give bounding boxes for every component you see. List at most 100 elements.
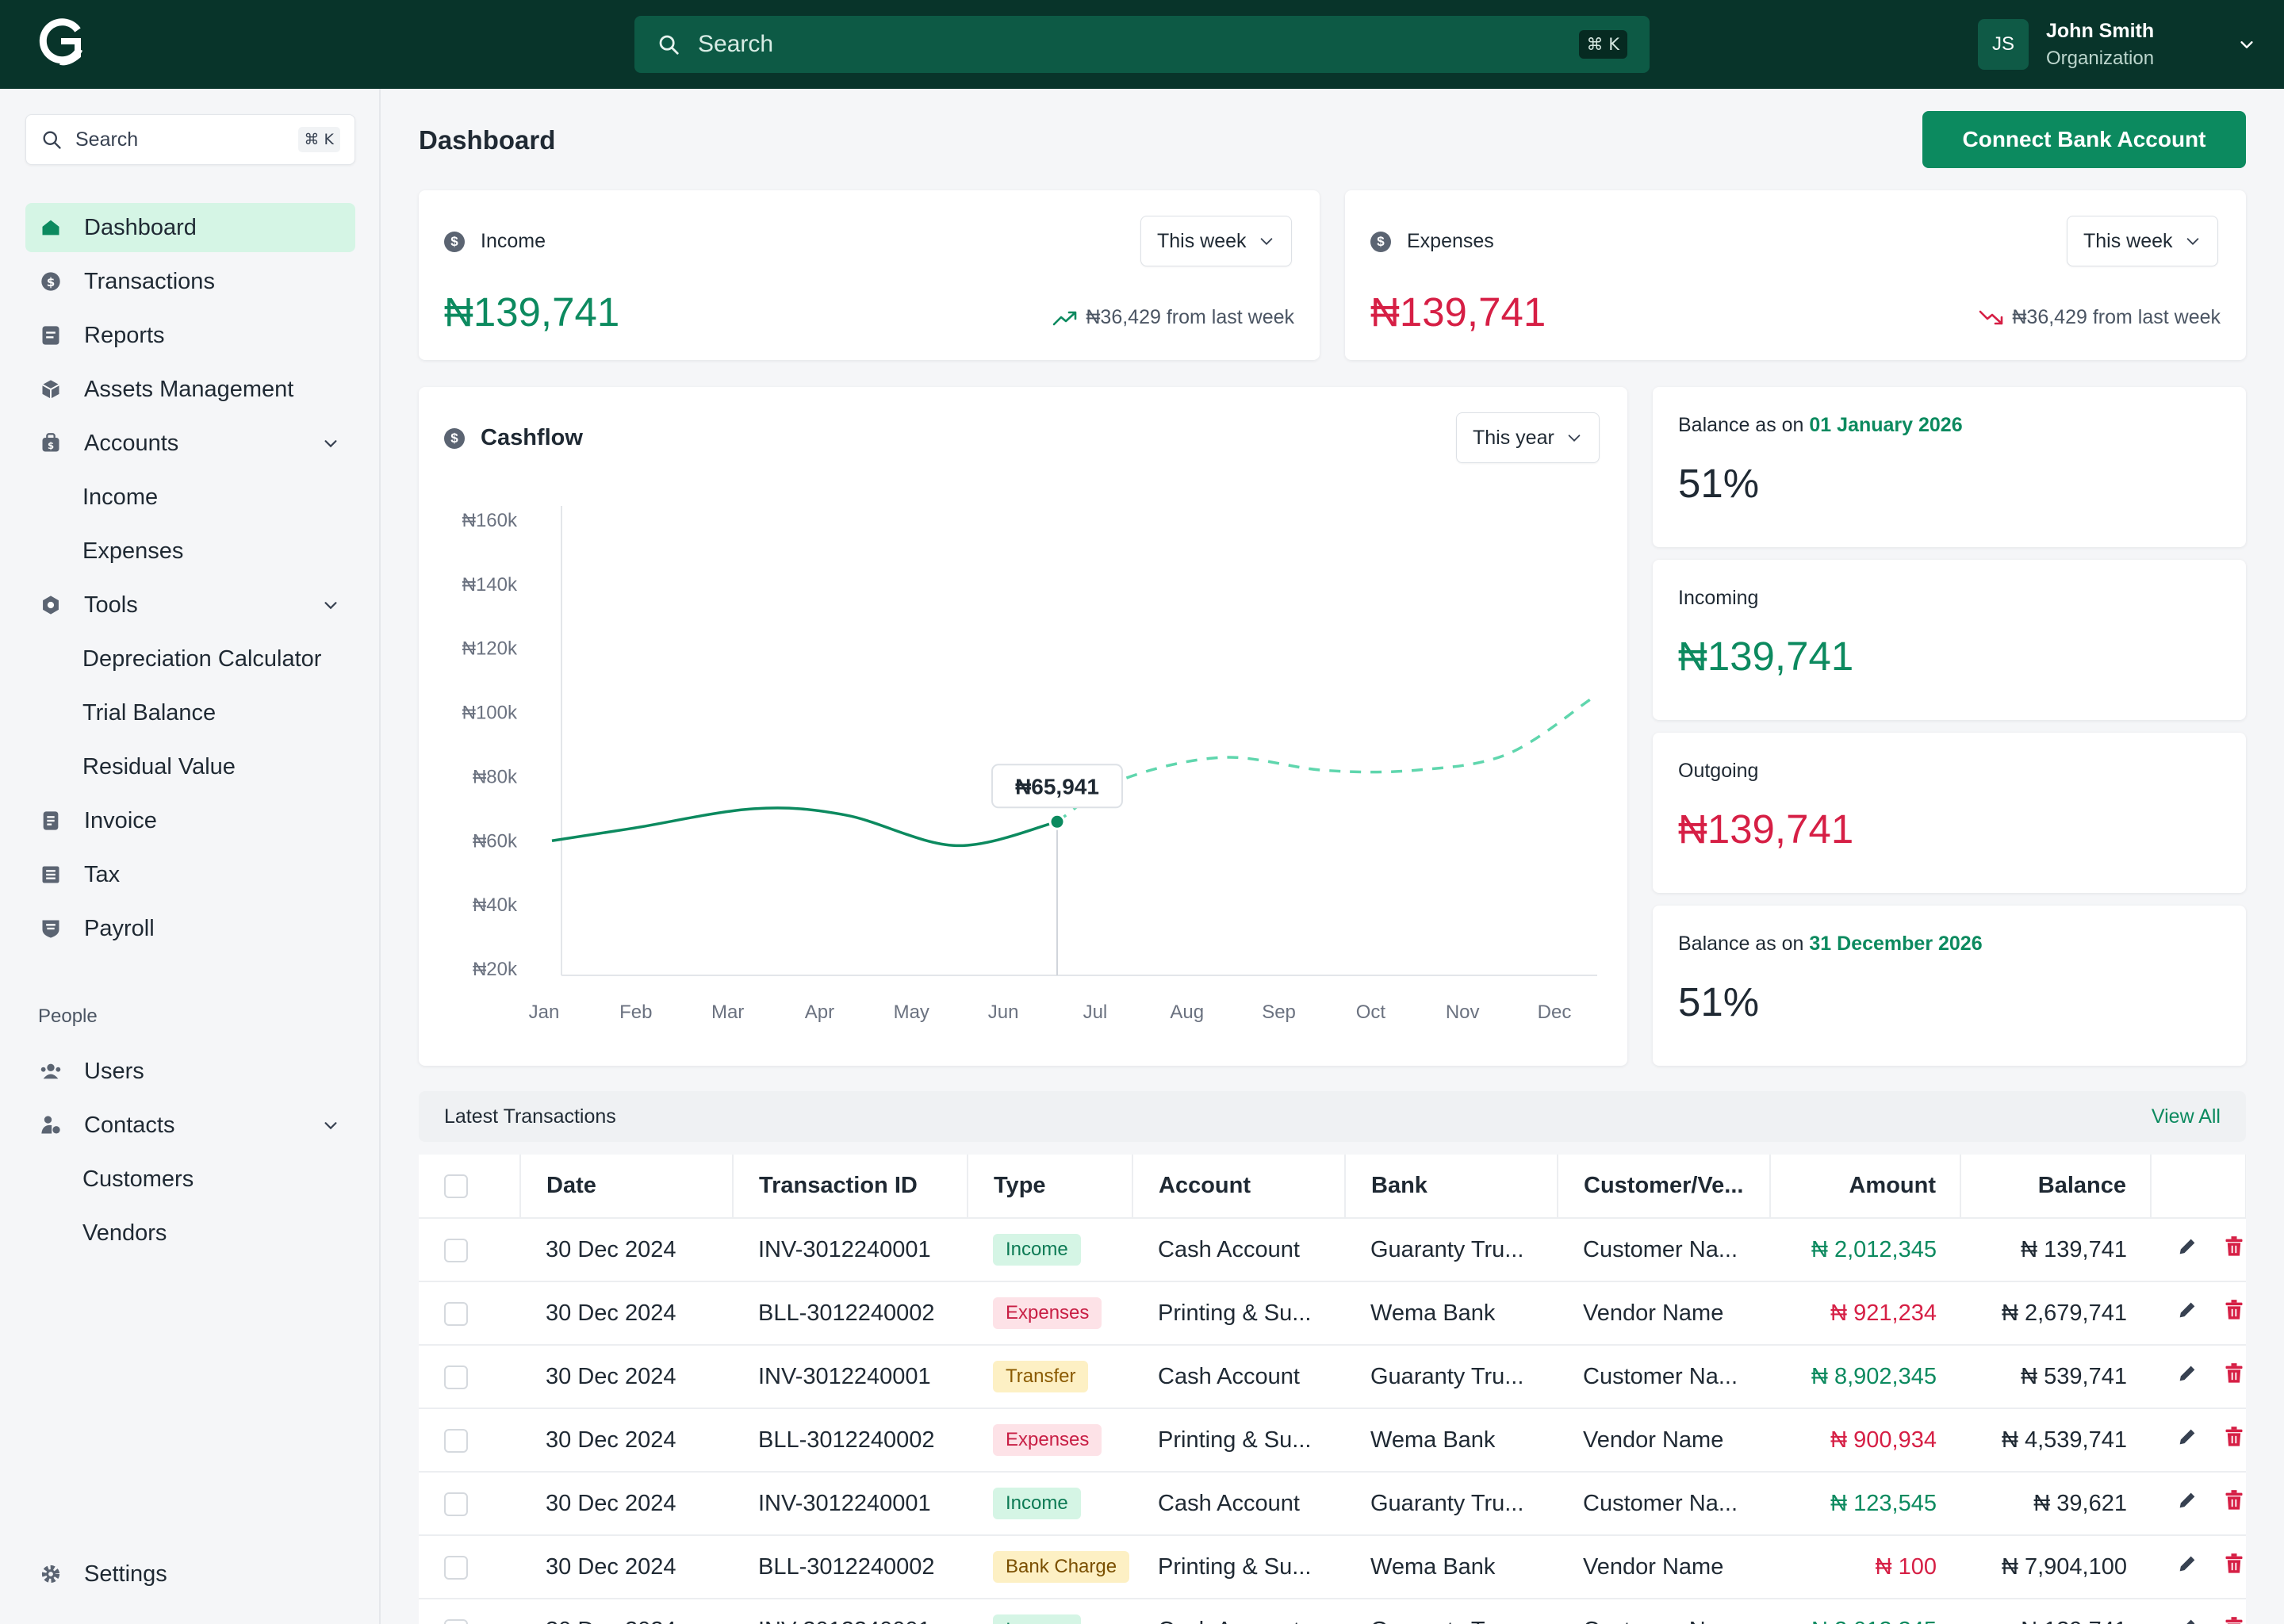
table-row[interactable]: 30 Dec 2024 BLL-3012240002 Expenses Printin… <box>419 1408 2246 1473</box>
top-bar: Search ⌘ K JS John Smith Organization <box>0 0 2284 89</box>
cell-bank: Guaranty Tru... <box>1345 1599 1558 1624</box>
home-icon <box>40 216 62 239</box>
sidebar-search-input[interactable]: Search ⌘ K <box>25 114 355 165</box>
connect-bank-account-button[interactable]: Connect Bank Account <box>1922 111 2246 168</box>
delete-trash-icon[interactable] <box>2224 1299 2244 1321</box>
y-tick-label: ₦100k <box>462 703 518 724</box>
select-all-checkbox[interactable] <box>444 1174 468 1199</box>
sidebar-item-reports[interactable]: Reports <box>25 311 355 360</box>
sidebar-item-contacts[interactable]: Contacts <box>25 1101 355 1150</box>
delete-trash-icon[interactable] <box>2224 1362 2244 1385</box>
closing-balance-value: 51% <box>1678 979 1760 1025</box>
table-row[interactable]: 30 Dec 2024 INV-3012240001 Transfer Cash Ac… <box>419 1345 2246 1409</box>
table-row[interactable]: 30 Dec 2024 BLL-3012240002 Bank Charge Prin… <box>419 1535 2246 1599</box>
incoming-label: Incoming <box>1678 587 1759 609</box>
delete-trash-icon[interactable] <box>2224 1616 2244 1624</box>
income-period-dropdown[interactable]: This week <box>1140 216 1292 266</box>
chevron-down-icon[interactable] <box>2238 36 2255 53</box>
x-tick-label: Feb <box>619 1002 652 1023</box>
edit-pencil-icon[interactable] <box>2176 1616 2198 1624</box>
cell-bank: Wema Bank <box>1345 1535 1558 1599</box>
sidebar-item-transactions[interactable]: $ Transactions <box>25 257 355 306</box>
edit-pencil-icon[interactable] <box>2176 1362 2198 1385</box>
column-header-balance[interactable]: Balance <box>1960 1155 2152 1219</box>
chevron-down-icon[interactable] <box>322 435 339 452</box>
row-checkbox[interactable] <box>444 1555 468 1580</box>
sidebar-item-residual-value[interactable]: Residual Value <box>25 742 355 791</box>
edit-pencil-icon[interactable] <box>2176 1426 2198 1448</box>
delete-trash-icon[interactable] <box>2224 1426 2244 1448</box>
sidebar-search-placeholder: Search <box>75 128 139 151</box>
column-header-amount[interactable]: Amount <box>1770 1155 1961 1219</box>
expenses-trend: ₦36,429 from last week <box>1979 306 2221 329</box>
row-checkbox[interactable] <box>444 1618 468 1624</box>
outgoing-label: Outgoing <box>1678 760 1759 782</box>
edit-pencil-icon[interactable] <box>2176 1553 2198 1575</box>
delete-trash-icon[interactable] <box>2224 1235 2244 1258</box>
delete-trash-icon[interactable] <box>2224 1489 2244 1511</box>
company-logo[interactable] <box>36 17 86 67</box>
cashflow-chart[interactable]: ₦160k ₦140k ₦120k ₦100k ₦80k ₦60k ₦40k ₦20k Jan F… <box>419 387 1627 1066</box>
column-header-type[interactable]: Type <box>968 1155 1133 1219</box>
cell-bank: Wema Bank <box>1345 1281 1558 1346</box>
expenses-value: ₦139,741 <box>1370 289 1546 335</box>
sidebar-item-dashboard[interactable]: Dashboard <box>25 203 355 252</box>
sidebar-item-trial-balance[interactable]: Trial Balance <box>25 688 355 737</box>
expenses-period-dropdown[interactable]: This week <box>2067 216 2218 266</box>
row-checkbox[interactable] <box>444 1428 468 1453</box>
invoice-icon <box>40 810 62 832</box>
sidebar-item-expenses[interactable]: Expenses <box>25 527 355 576</box>
opening-balance-value: 51% <box>1678 461 1760 506</box>
row-checkbox[interactable] <box>444 1238 468 1262</box>
chevron-down-icon[interactable] <box>322 596 339 614</box>
sidebar-item-vendors[interactable]: Vendors <box>25 1208 355 1258</box>
column-header-date[interactable]: Date <box>520 1155 734 1219</box>
cell-transaction-id: BLL-3012240002 <box>733 1408 968 1473</box>
cell-account: Cash Account <box>1132 1218 1345 1282</box>
sidebar-item-customers[interactable]: Customers <box>25 1155 355 1204</box>
sidebar-item-depreciation-calculator[interactable]: Depreciation Calculator <box>25 634 355 684</box>
sidebar-item-accounts[interactable]: $ Accounts <box>25 419 355 468</box>
cell-customer-vendor: Vendor Name <box>1558 1408 1770 1473</box>
sidebar-item-users[interactable]: Users <box>25 1047 355 1096</box>
y-tick-label: ₦140k <box>462 574 518 596</box>
sidebar-section-people: People <box>38 1005 98 1027</box>
sidebar-item-assets-management[interactable]: Assets Management <box>25 365 355 414</box>
sidebar-item-settings[interactable]: Settings <box>25 1549 355 1599</box>
chevron-down-icon <box>1568 435 1581 442</box>
chevron-down-icon[interactable] <box>322 1116 339 1134</box>
cell-amount: ₦ 921,234 <box>1770 1281 1960 1346</box>
row-checkbox[interactable] <box>444 1492 468 1516</box>
column-header-bank[interactable]: Bank <box>1345 1155 1558 1219</box>
column-header-transaction-id[interactable]: Transaction ID <box>733 1155 968 1219</box>
column-header-customer-vendor[interactable]: Customer/Ve... <box>1558 1155 1771 1219</box>
edit-pencil-icon[interactable] <box>2176 1299 2198 1321</box>
column-header-account[interactable]: Account <box>1132 1155 1346 1219</box>
sidebar-item-tools[interactable]: Tools <box>25 580 355 630</box>
sidebar-item-income[interactable]: Income <box>25 473 355 522</box>
user-menu[interactable]: JS John Smith Organization <box>1978 17 2255 71</box>
sidebar-item-invoice[interactable]: Invoice <box>25 796 355 845</box>
highlight-point[interactable] <box>1048 813 1066 830</box>
x-tick-label: Nov <box>1446 1002 1480 1023</box>
view-all-link[interactable]: View All <box>2151 1105 2221 1128</box>
row-checkbox[interactable] <box>444 1301 468 1326</box>
table-row[interactable]: 30 Dec 2024 BLL-3012240002 Expenses Printin… <box>419 1281 2246 1346</box>
sidebar-item-tax[interactable]: Tax <box>25 850 355 899</box>
edit-pencil-icon[interactable] <box>2176 1235 2198 1258</box>
search-icon <box>43 131 61 149</box>
sidebar-item-payroll[interactable]: Payroll <box>25 904 355 953</box>
row-checkbox[interactable] <box>444 1365 468 1389</box>
edit-pencil-icon[interactable] <box>2176 1489 2198 1511</box>
global-search-input[interactable]: Search ⌘ K <box>634 16 1650 73</box>
cashflow-period-dropdown[interactable]: This year <box>1456 412 1600 463</box>
dollar-coin-icon: $ <box>444 231 465 252</box>
sidebar: Search ⌘ K Dashboard $ Transactions Repo… <box>0 89 381 1624</box>
delete-trash-icon[interactable] <box>2224 1553 2244 1575</box>
transactions-table: Date Transaction ID Type Account Bank Cu… <box>419 1155 2246 1624</box>
cell-balance: ₦ 139,741 <box>1960 1599 2151 1624</box>
select-all-header <box>419 1155 521 1219</box>
